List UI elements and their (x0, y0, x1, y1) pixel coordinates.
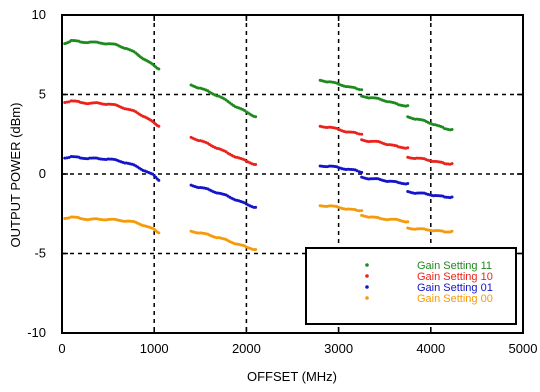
data-point (355, 208, 359, 212)
legend-box (305, 247, 517, 325)
legend-label: Gain Setting 00 (417, 293, 493, 305)
data-point (360, 209, 364, 213)
x-tick-label: 1000 (140, 341, 169, 356)
data-point (157, 178, 161, 182)
data-point (406, 220, 410, 224)
data-point (254, 205, 258, 209)
series-1 (63, 38, 454, 132)
y-tick-label: 5 (39, 87, 46, 102)
data-point (254, 115, 258, 119)
data-point (254, 162, 258, 166)
legend-marker (365, 274, 369, 278)
data-point (157, 231, 161, 235)
legend-marker (365, 296, 369, 300)
data-point (450, 229, 454, 233)
data-point (355, 169, 359, 173)
y-tick-label: 10 (32, 7, 46, 22)
data-point (450, 162, 454, 166)
data-point (406, 104, 410, 108)
data-point (406, 146, 410, 150)
series-2 (63, 99, 454, 166)
data-point (357, 209, 361, 213)
data-point (357, 87, 361, 91)
data-point (355, 87, 359, 91)
data-point (357, 170, 361, 174)
x-tick-label: 0 (58, 341, 65, 356)
data-point (360, 132, 364, 136)
data-point (450, 195, 454, 199)
x-tick-label: 3000 (324, 341, 353, 356)
data-point (360, 170, 364, 174)
x-tick-label: 4000 (416, 341, 445, 356)
data-point (406, 182, 410, 186)
x-tick-label: 2000 (232, 341, 261, 356)
legend-label: Gain Setting 11 (417, 260, 492, 272)
x-tick-label: 5000 (509, 341, 538, 356)
legend-marker (365, 285, 369, 289)
data-point (157, 67, 161, 71)
legend-marker (365, 263, 369, 267)
data-point (357, 132, 361, 136)
data-point (450, 127, 454, 131)
legend-label: Gain Setting 10 (417, 271, 493, 283)
data-point (254, 248, 258, 252)
series-3 (63, 155, 454, 209)
axes: 0 1000 2000 3000 4000 5000 10 5 0 -5 -10 (27, 7, 537, 356)
data-point (157, 124, 161, 128)
y-tick-label: -10 (27, 325, 46, 340)
data-point (360, 88, 364, 92)
data-point (355, 131, 359, 135)
y-tick-label: -5 (34, 246, 46, 261)
y-axis-title: OUTPUT POWER (dBm) (8, 103, 23, 248)
legend-label: Gain Setting 01 (417, 282, 493, 294)
series-4 (63, 204, 454, 252)
data-points (63, 38, 454, 252)
y-tick-label: 0 (39, 166, 46, 181)
x-axis-title: OFFSET (MHz) (247, 369, 337, 384)
